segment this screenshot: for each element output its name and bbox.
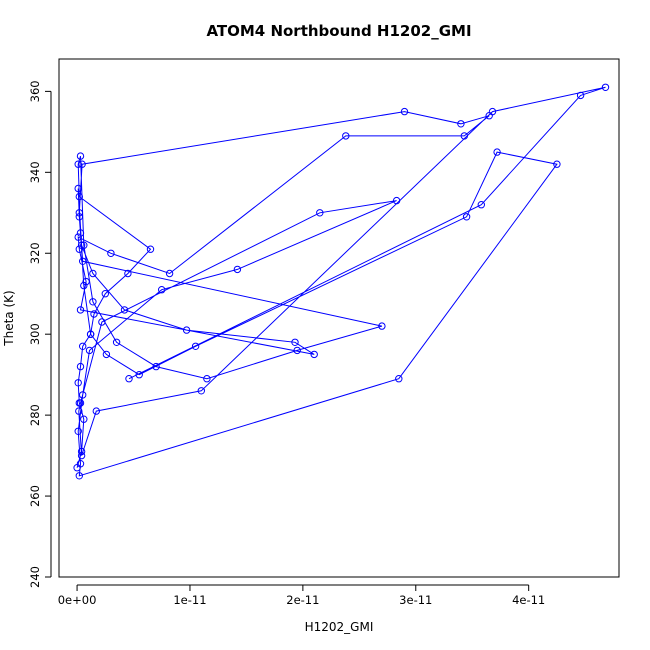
data-point — [76, 362, 85, 371]
chart-title: ATOM4 Northbound H1202_GMI — [206, 22, 471, 40]
data-point — [77, 451, 86, 460]
data-point — [477, 201, 485, 209]
data-point — [316, 209, 324, 217]
x-tick-label: 4e-11 — [512, 593, 545, 607]
y-tick-label: 260 — [28, 485, 42, 507]
data-point — [158, 286, 166, 294]
data-point — [165, 269, 174, 278]
series-layer — [73, 83, 610, 480]
data-point — [310, 350, 318, 359]
data-point — [576, 91, 585, 100]
data-point — [76, 229, 85, 237]
data-point — [460, 132, 468, 140]
data-point — [146, 245, 155, 253]
data-point — [90, 310, 98, 318]
data-point — [342, 132, 350, 140]
data-point — [77, 447, 86, 456]
y-tick-label: 240 — [28, 566, 42, 588]
data-point — [293, 346, 301, 355]
data-point — [75, 472, 84, 480]
data-point — [135, 371, 143, 379]
data-point — [493, 148, 501, 156]
data-point — [112, 338, 121, 346]
data-point — [74, 184, 82, 193]
y-axis: 240 260 280 300 320 340 360 — [28, 80, 52, 588]
data-point — [89, 269, 97, 278]
data-point — [462, 213, 471, 221]
data-point — [233, 265, 242, 274]
data-point — [78, 160, 86, 168]
data-point — [75, 245, 84, 253]
data-point — [120, 306, 129, 314]
data-point — [74, 427, 82, 435]
data-point — [457, 120, 465, 128]
data-point — [82, 277, 90, 286]
data-point — [77, 241, 86, 249]
data-point — [80, 281, 88, 290]
data-point — [601, 83, 610, 92]
data-point — [80, 241, 88, 249]
data-point — [124, 269, 132, 278]
data-point — [197, 387, 206, 395]
y-tick-label: 300 — [28, 323, 42, 345]
data-point — [378, 322, 386, 330]
data-point — [98, 318, 106, 326]
data-point — [400, 107, 409, 116]
plot-frame — [58, 58, 620, 578]
x-axis: 0e+00 1e-11 2e-11 3e-11 4e-11 — [58, 584, 545, 607]
data-point — [182, 326, 191, 334]
data-point — [395, 375, 403, 383]
data-point — [488, 107, 497, 116]
data-point — [86, 330, 95, 338]
data-point — [79, 257, 87, 265]
data-point — [74, 379, 82, 387]
data-point — [101, 290, 110, 298]
x-tick-label: 3e-11 — [399, 593, 432, 607]
data-point — [85, 346, 94, 355]
data-point — [125, 375, 133, 383]
data-point — [92, 407, 101, 415]
y-tick-label: 360 — [28, 80, 42, 102]
data-point — [75, 209, 84, 217]
data-point — [75, 407, 83, 415]
data-point — [75, 213, 84, 221]
y-tick-label: 340 — [28, 161, 42, 183]
x-tick-label: 2e-11 — [286, 593, 319, 607]
y-tick-label: 280 — [28, 404, 42, 426]
data-point — [74, 233, 82, 241]
data-point — [75, 192, 84, 201]
data-point — [191, 342, 200, 350]
data-point — [152, 362, 160, 371]
data-point — [102, 350, 111, 359]
y-axis-label: Theta (K) — [2, 290, 16, 346]
x-axis-label: H1202_GMI — [305, 620, 374, 634]
data-point — [76, 306, 85, 314]
data-point — [79, 342, 87, 350]
data-point — [79, 391, 87, 399]
data-point — [553, 160, 561, 168]
data-point — [76, 399, 85, 407]
data-point — [203, 375, 211, 383]
data-point — [74, 160, 82, 168]
x-tick-label: 1e-11 — [173, 593, 206, 607]
data-point — [89, 298, 97, 306]
data-point — [76, 460, 85, 468]
data-point — [291, 338, 299, 346]
y-tick-label: 320 — [28, 242, 42, 264]
data-point — [80, 415, 88, 423]
x-tick-label: 0e+00 — [58, 593, 97, 607]
data-point — [107, 249, 115, 258]
data-point — [76, 152, 85, 160]
data-point — [392, 196, 401, 205]
